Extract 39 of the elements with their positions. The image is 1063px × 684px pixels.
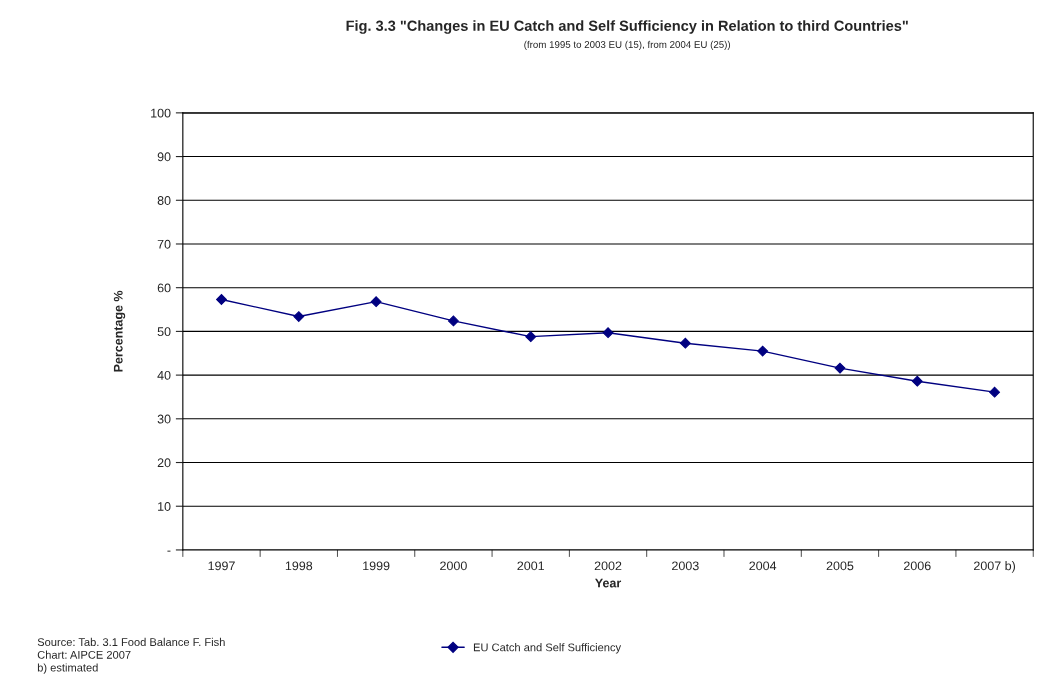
legend-label: EU Catch and Self Sufficiency bbox=[473, 643, 622, 654]
x-tick-label: 2005 bbox=[826, 561, 854, 571]
x-tick-label: 2001 bbox=[517, 561, 545, 571]
y-tick-label: 80 bbox=[157, 196, 171, 205]
y-tick-label: 70 bbox=[157, 239, 171, 249]
source-note: Source: Tab. 3.1 Food Balance F. Fish Chart: AIPCE 2007 b) estimated bbox=[37, 637, 225, 674]
x-tick-label: 2002 bbox=[594, 561, 622, 571]
x-tick-label: 2007 b) bbox=[974, 561, 1016, 573]
y-tick-label: 90 bbox=[157, 152, 171, 162]
x-axis-title: Year bbox=[595, 578, 622, 588]
x-tick-label: 2004 bbox=[749, 561, 777, 571]
point bbox=[989, 386, 1001, 398]
x-tick-label: 1999 bbox=[363, 561, 390, 571]
y-tick-label: 100 bbox=[151, 108, 171, 118]
point bbox=[293, 311, 305, 322]
y-tick-label: - bbox=[167, 550, 171, 552]
x-tick-label: 1997 bbox=[208, 561, 235, 571]
point bbox=[679, 337, 691, 349]
chart-title: Fig. 3.3 "Changes in EU Catch and Self Sufficiency in Relation to third Countries" bbox=[346, 20, 908, 34]
y-tick-label: 40 bbox=[157, 370, 171, 380]
point bbox=[370, 296, 382, 308]
y-tick-label: 60 bbox=[157, 283, 171, 293]
y-tick-label: 10 bbox=[158, 502, 171, 511]
point bbox=[525, 331, 537, 343]
y-axis-title: Percentage % bbox=[113, 290, 126, 372]
point bbox=[602, 327, 614, 339]
point bbox=[911, 375, 923, 387]
point bbox=[834, 362, 846, 374]
point bbox=[757, 345, 769, 357]
y-tick-label: 30 bbox=[157, 414, 171, 424]
x-tick-label: 2006 bbox=[904, 561, 931, 571]
chart-subtitle: (from 1995 to 2003 EU (15), from 2004 EU (25)) bbox=[524, 40, 731, 50]
x-tick-label: 2000 bbox=[440, 561, 467, 571]
point bbox=[216, 294, 227, 305]
x-tick-label: 1998 bbox=[285, 561, 313, 571]
point bbox=[447, 315, 459, 327]
x-tick-label: 2003 bbox=[672, 561, 699, 571]
y-tick-label: 50 bbox=[157, 327, 171, 337]
y-tick-label: 20 bbox=[157, 458, 171, 468]
